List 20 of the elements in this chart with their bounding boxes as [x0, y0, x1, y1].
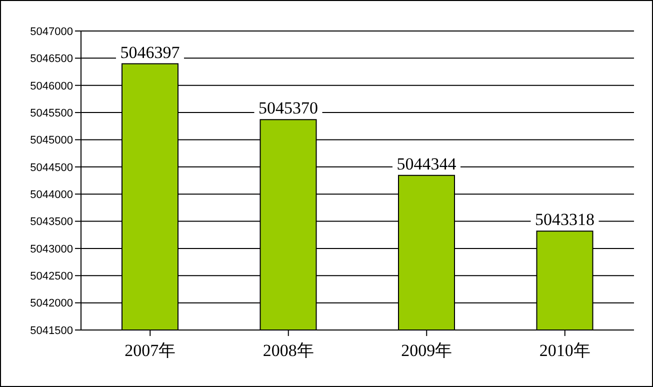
x-tick-label: 2008年 [262, 341, 314, 360]
y-tick-label: 5044000 [30, 188, 73, 201]
y-tick-label: 5043000 [30, 243, 73, 256]
y-tick-label: 5046000 [30, 80, 73, 92]
data-label: 5045370 [258, 98, 318, 118]
y-tick-label: 5045000 [30, 134, 73, 147]
data-label: 5046397 [120, 42, 180, 62]
y-tick-label: 5041500 [30, 324, 73, 337]
y-tick-label: 5042500 [30, 270, 73, 283]
x-tick-label: 2009年 [401, 341, 452, 360]
y-tick-label: 5042000 [30, 298, 73, 310]
x-tick-label: 2007年 [124, 341, 176, 360]
y-tick-label: 5046500 [30, 53, 73, 66]
y-tick-label: 5045500 [30, 107, 73, 120]
x-tick-label: 2010年 [539, 341, 590, 360]
data-label: 5044344 [396, 154, 457, 174]
y-tick-label: 5044500 [30, 162, 73, 174]
data-label: 5043318 [535, 210, 594, 230]
y-tick-label: 5047000 [30, 26, 73, 38]
y-tick-label: 5043500 [30, 216, 73, 228]
